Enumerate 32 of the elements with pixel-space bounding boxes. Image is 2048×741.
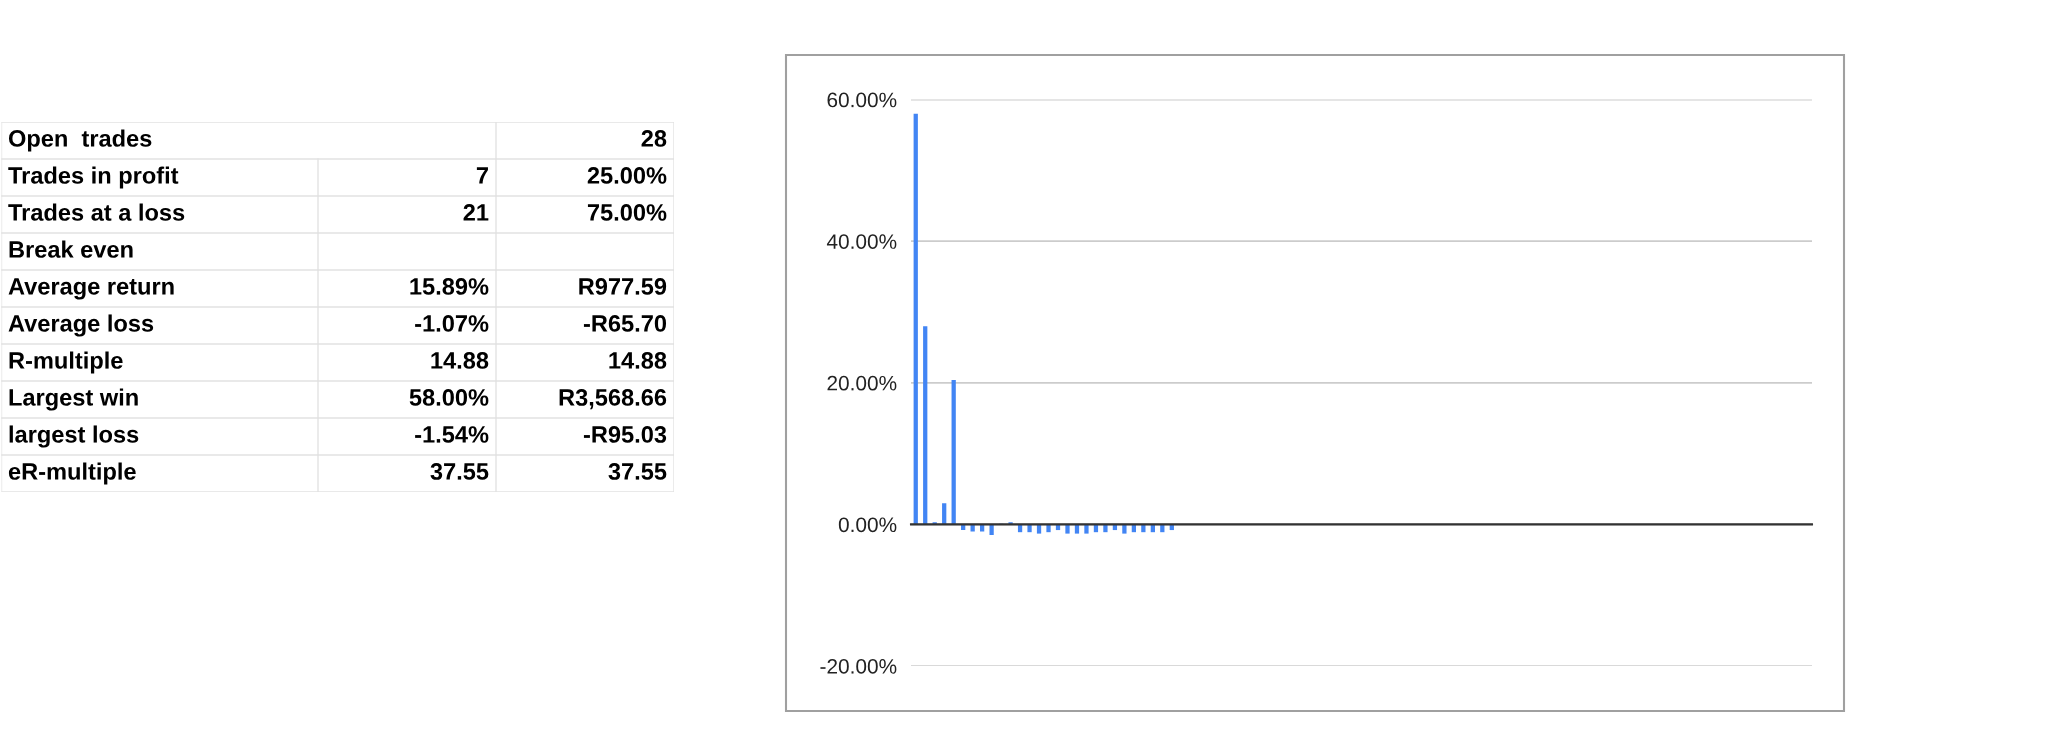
text: 37.55 — [608, 463, 667, 480]
text: -R95.03 — [583, 426, 667, 443]
category-label: largest loss — [9, 425, 139, 448]
text: -1.54% — [415, 426, 489, 443]
category-label: Average loss — [8, 314, 154, 337]
text: 58.00% — [409, 389, 489, 406]
text: R977.59 — [579, 278, 667, 295]
category-label: Break even — [9, 240, 133, 258]
text: -1.07% — [415, 315, 489, 332]
text: 14.88 — [431, 352, 489, 369]
y-tick-label: 60.00% — [827, 92, 897, 108]
text: -R65.70 — [583, 315, 667, 332]
category-label: Open trades — [8, 129, 152, 152]
category-label: Largest win — [9, 388, 138, 411]
category-label: eR-multiple — [8, 462, 136, 485]
text: 75.00% — [587, 204, 667, 221]
text: R3,568.66 — [559, 389, 667, 410]
text: 28 — [641, 130, 667, 147]
text: 7 — [476, 167, 488, 184]
y-tick-label: 0.00% — [838, 517, 897, 533]
category-label: Trades at a loss — [8, 203, 185, 221]
text: 15.89% — [410, 278, 489, 295]
y-tick-label: -20.00% — [820, 659, 897, 674]
text: 14.88 — [609, 352, 667, 369]
category-label: Average return — [8, 278, 174, 300]
category-label: R-multiple — [9, 351, 123, 374]
category-label: Trades in profit — [8, 166, 179, 189]
text: 25.00% — [587, 167, 667, 184]
text: 37.55 — [430, 463, 489, 480]
y-tick-label: 40.00% — [826, 234, 897, 249]
y-tick-label: 20.00% — [827, 375, 897, 391]
text: 21 — [463, 204, 489, 221]
